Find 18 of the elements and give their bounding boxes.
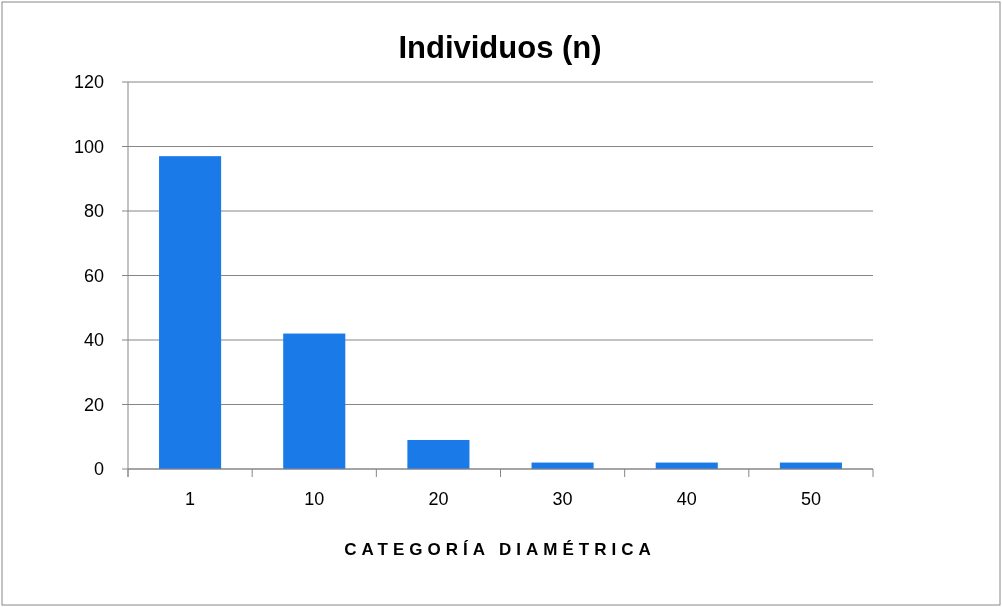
x-tick-label: 30	[552, 489, 573, 509]
y-tick-label: 40	[83, 330, 104, 351]
bar	[159, 156, 222, 469]
x-tick-label: 1	[185, 489, 196, 509]
x-tick-label: 20	[428, 489, 449, 509]
x-tick-label: 40	[676, 489, 697, 509]
x-tick-label: 50	[800, 489, 821, 509]
chart-title: Individuos (n)	[398, 30, 602, 65]
x-tick-label: 10	[304, 489, 325, 509]
y-tick-label: 60	[83, 265, 104, 286]
x-axis-title: CATEGORÍA DIAMÉTRICA	[344, 540, 656, 559]
bar	[407, 439, 470, 469]
bar	[283, 333, 346, 469]
y-tick-label: 20	[83, 394, 104, 415]
y-tick-label: 0	[93, 459, 104, 480]
y-tick-label: 80	[83, 201, 104, 222]
y-tick-label: 120	[73, 72, 104, 93]
y-tick-label: 100	[73, 136, 104, 157]
